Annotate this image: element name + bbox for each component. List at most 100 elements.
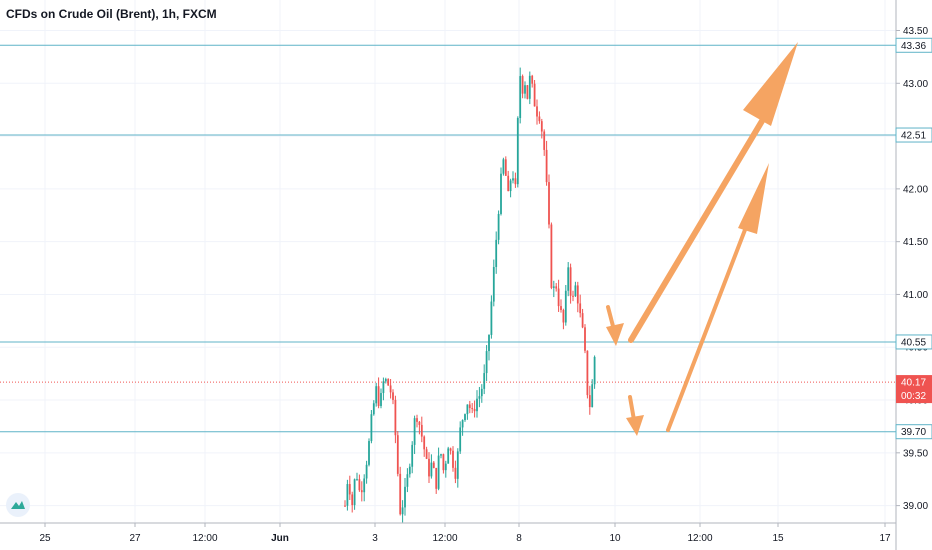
candle-body-18: [387, 379, 390, 386]
candle-body-48: [459, 427, 462, 452]
horizontal-levels: [0, 44, 896, 433]
y-tick-label-3: 42.00: [903, 184, 928, 195]
current-price-tag: [896, 375, 932, 404]
candle-body-64: [497, 213, 500, 240]
candle-body-87: [552, 286, 555, 288]
candle-body-66: [502, 159, 505, 174]
level-tag-3: [895, 424, 932, 440]
level-tag-2: [895, 334, 932, 350]
candle-body-90: [560, 306, 562, 310]
candle-body-43: [447, 448, 450, 464]
candle-body-76: [526, 85, 529, 99]
level-tag-1: [895, 127, 932, 143]
y-tick-label-0: 43.50: [903, 26, 928, 37]
candle-body-70: [512, 178, 514, 181]
candle-body-46: [454, 467, 457, 479]
candle-body-25: [404, 486, 406, 508]
candle-body-72: [516, 118, 519, 185]
candle-body-42: [444, 463, 447, 471]
candle-body-6: [358, 479, 361, 491]
x-tick-label-9: 15: [772, 533, 784, 544]
x-tick-label-7: 10: [609, 533, 621, 544]
candle-body-99: [581, 313, 584, 328]
candle-body-98: [579, 303, 582, 314]
y-tick-label-1: 43.00: [903, 79, 928, 90]
candle-body-44: [449, 448, 452, 451]
down-arrow-1-head: [606, 323, 624, 346]
candle-body-52: [468, 404, 471, 409]
candle-body-39: [437, 455, 440, 489]
candle-body-13: [375, 386, 378, 404]
candle-body-54: [473, 409, 476, 412]
candle-body-36: [430, 462, 433, 477]
candle-body-68: [507, 175, 510, 192]
x-tick-label-5: 12:00: [432, 533, 457, 544]
candle-body-53: [471, 408, 474, 410]
candle-body-24: [401, 507, 404, 515]
up-arrow-small: [666, 220, 750, 432]
candle-body-63: [495, 239, 498, 267]
candle-body-101: [586, 350, 589, 396]
candle-body-79: [533, 83, 536, 107]
candle-body-21: [394, 399, 397, 436]
level-tag-label-1: 42.51: [901, 131, 926, 142]
candle-body-93: [567, 267, 570, 291]
candle-body-59: [485, 351, 488, 374]
candle-body-31: [418, 421, 421, 425]
candle-body-33: [423, 436, 426, 450]
price-tags: 43.36 42.51 40.55 39.70 40.17 00:32: [895, 37, 932, 440]
price-axis[interactable]: 43.5043.0042.5042.0041.5041.0040.5040.00…: [895, 0, 928, 550]
candle-body-32: [420, 424, 423, 437]
candle-body-47: [456, 451, 459, 479]
candle-body-0: [344, 505, 346, 507]
candle-body-19: [389, 385, 392, 393]
x-tick-label-0: 25: [39, 533, 51, 544]
candle-body-103: [591, 384, 594, 408]
candle-body-5: [356, 479, 358, 481]
y-tick-label-9: 39.00: [903, 501, 928, 512]
level-tag-label-0: 43.36: [901, 41, 926, 52]
candle-body-22: [396, 435, 399, 474]
candle-body-67: [504, 159, 507, 176]
candle-body-57: [480, 388, 483, 397]
y-tick-label-5: 41.00: [903, 290, 928, 301]
candle-body-10: [368, 441, 370, 465]
time-axis[interactable]: 25 27 12:00 Jun 3 12:00 8 10 12:00 15 17: [0, 522, 896, 544]
candle-body-1: [346, 484, 349, 506]
candle-body-50: [464, 414, 466, 421]
candle-body-30: [416, 418, 418, 422]
candle-body-45: [452, 450, 454, 468]
x-tick-label-3: Jun: [271, 533, 289, 544]
candle-body-34: [425, 449, 428, 459]
candle-body-14: [377, 386, 380, 406]
candle-body-38: [435, 467, 438, 489]
candle-body-83: [543, 131, 546, 150]
x-tick-label-2: 12:00: [192, 533, 217, 544]
down-arrow-2: [628, 395, 636, 422]
candle-body-7: [360, 490, 363, 493]
candle-body-71: [514, 178, 517, 185]
down-arrow-2-head: [626, 415, 644, 436]
candle-body-29: [413, 418, 416, 445]
candle-body-8: [363, 478, 366, 493]
candle-body-49: [461, 420, 464, 428]
candle-body-9: [365, 464, 368, 479]
candle-body-23: [399, 473, 402, 515]
candle-body-88: [555, 286, 558, 289]
x-tick-label-6: 8: [516, 533, 522, 544]
candle-body-77: [528, 75, 531, 99]
candle-body-61: [490, 301, 493, 335]
candle-body-51: [466, 404, 469, 415]
tradingview-logo[interactable]: [6, 493, 30, 517]
countdown-label: 00:32: [901, 391, 926, 402]
candle-body-56: [478, 396, 481, 399]
candle-body-74: [521, 76, 524, 94]
candle-body-35: [428, 458, 430, 477]
x-tick-label-10: 17: [879, 533, 891, 544]
candle-body-81: [538, 116, 541, 122]
up-arrow-large: [628, 103, 774, 343]
candle-body-28: [411, 444, 414, 467]
x-tick-label-1: 27: [129, 533, 141, 544]
level-tag-label-2: 40.55: [901, 337, 926, 348]
